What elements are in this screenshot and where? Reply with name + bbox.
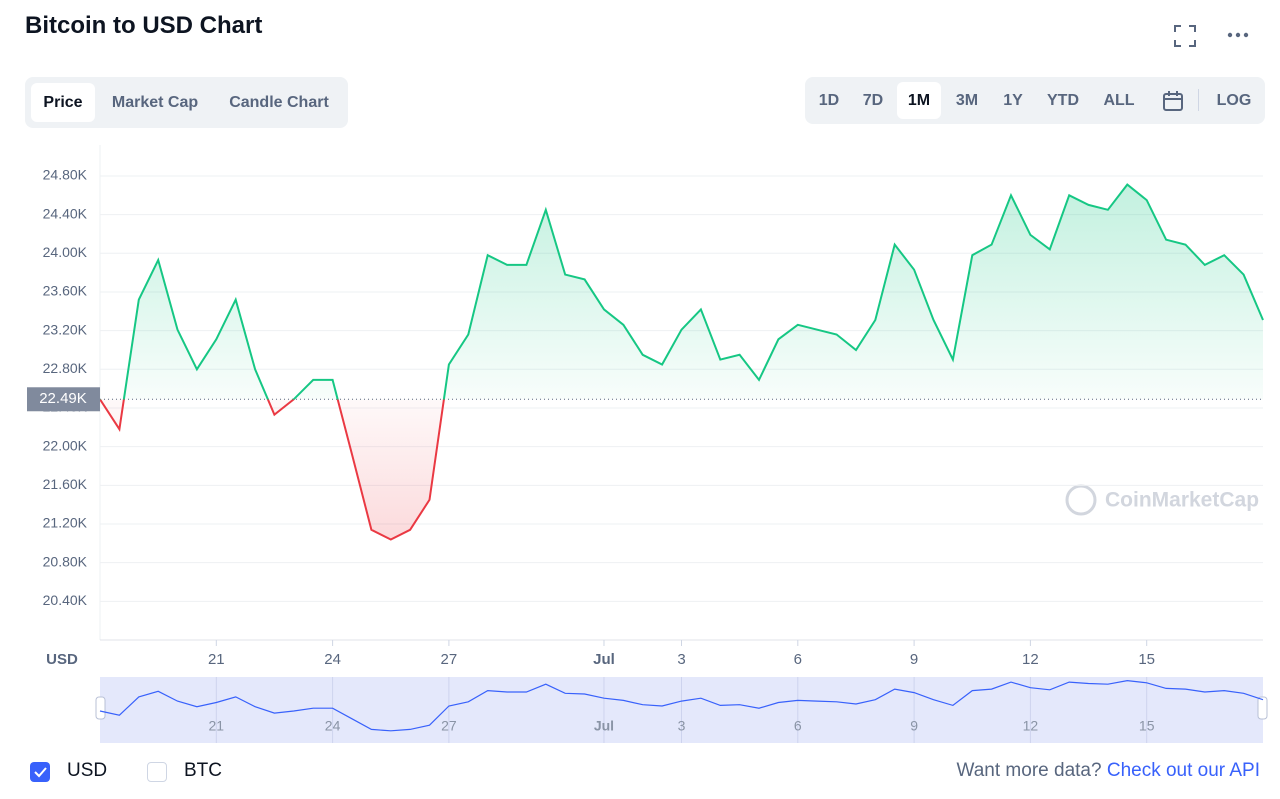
checkbox[interactable] xyxy=(30,762,50,782)
footer-text: Want more data? xyxy=(956,760,1102,781)
api-link[interactable]: Check out our API xyxy=(1106,760,1260,781)
x-tick-label: 15 xyxy=(1138,651,1155,668)
x-tick-label: 6 xyxy=(794,651,802,668)
more-icon[interactable] xyxy=(1227,30,1251,40)
legend-label: BTC xyxy=(184,760,222,781)
y-tick-label: 22.80K xyxy=(43,360,88,376)
calendar-icon[interactable] xyxy=(1162,90,1184,112)
tab[interactable]: Price xyxy=(31,83,95,122)
navigator-tick-label: 12 xyxy=(1023,718,1039,734)
x-tick-label: 3 xyxy=(677,651,685,668)
range-button[interactable]: 7D xyxy=(862,92,884,109)
title: Bitcoin to USD Chart xyxy=(25,12,263,39)
navigator-handle[interactable] xyxy=(95,696,106,720)
checkbox[interactable] xyxy=(147,762,167,782)
tab-bar: Price Market Cap Candle Chart xyxy=(25,77,348,128)
watermark-text: CoinMarketCap xyxy=(1105,489,1259,512)
navigator-tick-label: 27 xyxy=(441,718,457,734)
divider xyxy=(1198,89,1199,111)
x-tick-label: 12 xyxy=(1022,651,1039,668)
x-tick-label: 24 xyxy=(324,651,341,668)
range-button[interactable]: YTD xyxy=(1047,92,1079,109)
x-tick-label: 21 xyxy=(208,651,225,668)
x-tick-label: 27 xyxy=(441,651,458,668)
area xyxy=(100,184,1263,540)
navigator-tick-label: 21 xyxy=(209,718,225,734)
y-tick-label: 23.20K xyxy=(43,321,88,337)
y-tick-label: 24.80K xyxy=(43,167,88,183)
x-tick-label: 9 xyxy=(910,651,918,668)
navigator-tick-label: 3 xyxy=(678,718,686,734)
x-tick-label: Jul xyxy=(593,651,615,668)
axis-label: USD xyxy=(46,651,78,668)
y-tick-label: 24.00K xyxy=(43,244,88,260)
legend-label: USD xyxy=(67,760,108,781)
range-button[interactable]: 3M xyxy=(955,92,979,109)
log-button[interactable]: LOG xyxy=(1216,92,1252,109)
y-tick-label: 21.20K xyxy=(43,515,88,531)
watermark: CoinMarketCap xyxy=(1065,484,1259,516)
y-tick-label: 23.60K xyxy=(43,283,88,299)
range-button[interactable]: ALL xyxy=(1103,92,1135,109)
footer: Want more data? Check out our API xyxy=(957,760,1260,782)
reference-label: 22.49K xyxy=(39,390,87,407)
tab[interactable]: Market Cap xyxy=(111,94,199,111)
range-bar: 1D 7D 1M 3M 1Y YTD ALL LOG xyxy=(805,77,1265,124)
y-tick-label: 20.80K xyxy=(43,553,88,569)
range-button[interactable]: 1Y xyxy=(1003,92,1023,109)
navigator-handle[interactable] xyxy=(1257,696,1268,720)
price-line xyxy=(99,183,1264,541)
reference-label-bg xyxy=(27,387,100,412)
navigator-tick-label: 15 xyxy=(1139,718,1155,734)
fullscreen-icon[interactable] xyxy=(1174,25,1196,47)
y-tick-label: 20.40K xyxy=(43,592,88,608)
range-button[interactable]: 1D xyxy=(818,92,840,109)
range-button[interactable]: 1M xyxy=(897,82,941,119)
navigator-tick-label: 9 xyxy=(910,718,918,734)
navigator-tick-label: Jul xyxy=(594,718,614,734)
navigator-tick-label: 24 xyxy=(325,718,341,734)
y-tick-label: 24.40K xyxy=(43,205,88,221)
navigator-line xyxy=(99,679,1264,732)
tab[interactable]: Candle Chart xyxy=(229,94,329,111)
chart: CoinMarketCap USD 20.40K 20.80K 21.20K 21.6… xyxy=(27,145,1268,743)
y-tick-label: 22.00K xyxy=(43,437,88,453)
navigator-tick-label: 6 xyxy=(794,718,802,734)
y-tick-label: 21.60K xyxy=(43,476,88,492)
